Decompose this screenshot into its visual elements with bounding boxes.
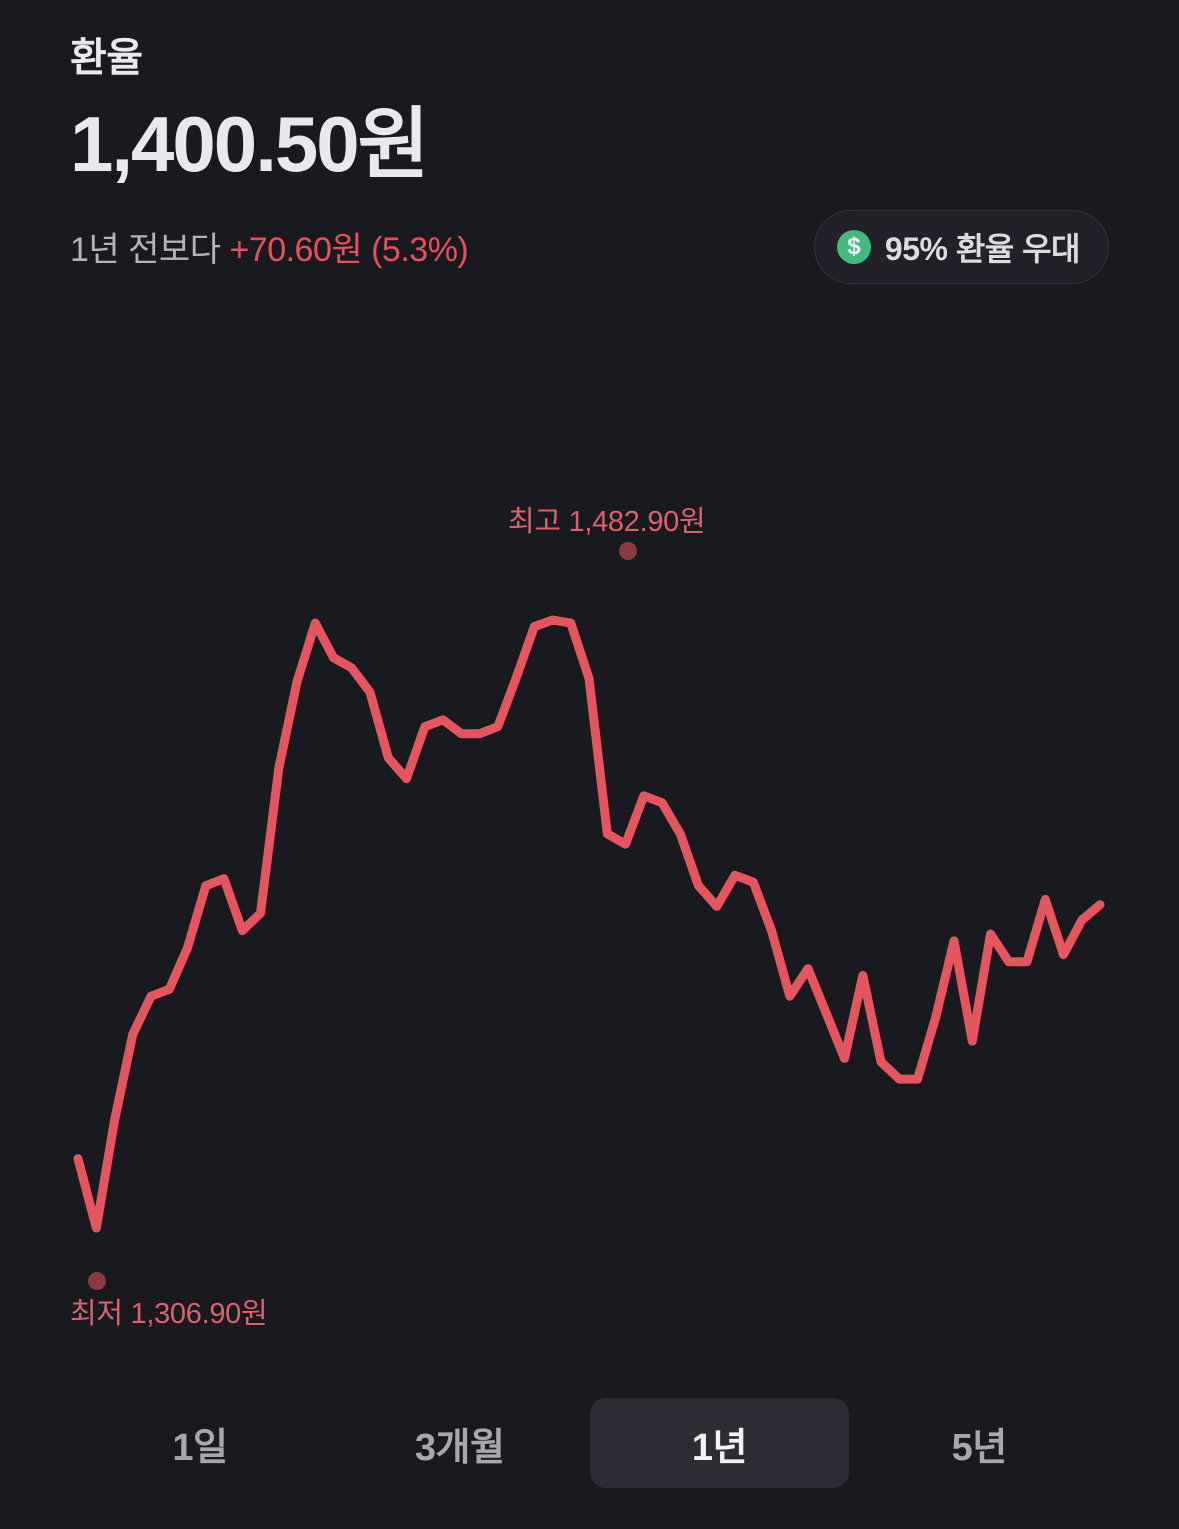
change-delta-value: +70.60원 (5.3%): [229, 231, 469, 270]
chart-low-label: 최저 1,306.90원: [70, 1298, 268, 1330]
period-selector[interactable]: 1일 3개월 1년 5년: [70, 1398, 1109, 1488]
change-summary: 1년 전보다 +70.60원 (5.3%): [70, 222, 469, 271]
change-period-label: 1년 전보다: [70, 231, 221, 270]
current-rate-value: 1,400.50원: [70, 100, 429, 188]
chart-high-label: 최고 1,482.90원: [508, 506, 706, 538]
tab-3months[interactable]: 3개월: [414, 1426, 505, 1469]
dollar-circle-icon: $: [836, 229, 871, 264]
rate-chart[interactable]: [0, 460, 1179, 1360]
tab-5years[interactable]: 5년: [951, 1426, 1008, 1469]
exchange-preference-label: 95% 환율 우대: [884, 230, 1081, 267]
rate-chart-line: [73, 615, 1105, 1233]
chart-low-marker: [88, 1272, 106, 1290]
header: 환율 1,400.50원 1년 전보다 +70.60원 (5.3%) $ 95%…: [0, 0, 1179, 284]
tab-1year[interactable]: 1년: [589, 1398, 850, 1488]
chart-high-marker: [619, 542, 637, 560]
page-title: 환율: [70, 36, 143, 80]
rate-chart-svg: [73, 542, 1105, 1290]
tab-1day[interactable]: 1일: [172, 1426, 228, 1469]
exchange-preference-badge[interactable]: $ 95% 환율 우대: [813, 209, 1109, 284]
subtitle-row: 1년 전보다 +70.60원 (5.3%) $ 95% 환율 우대: [70, 209, 1109, 284]
